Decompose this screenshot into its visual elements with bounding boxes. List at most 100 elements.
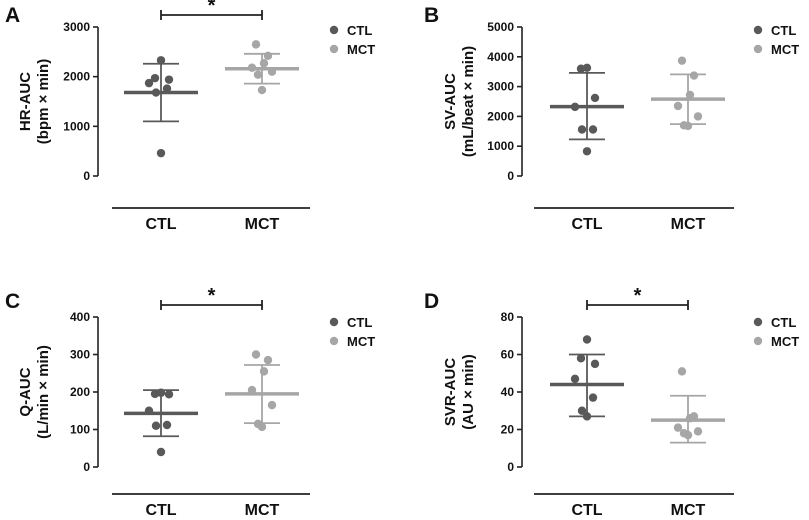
data-point xyxy=(156,56,166,65)
data-point xyxy=(162,84,172,93)
data-point xyxy=(576,354,586,363)
legend-label: MCT xyxy=(771,334,799,349)
y-axis-title: HR-AUC xyxy=(17,72,34,131)
data-point xyxy=(677,56,687,65)
data-point xyxy=(590,359,600,369)
x-category-label: CTL xyxy=(145,216,176,233)
data-point xyxy=(164,75,174,84)
y-axis-subtitle: (mL/beat × min) xyxy=(460,46,477,157)
y-tick-label: 2000 xyxy=(487,109,514,123)
y-axis-subtitle: (L/min × min) xyxy=(35,345,52,439)
data-point xyxy=(251,40,261,49)
data-point xyxy=(570,374,580,384)
legend-marker xyxy=(753,25,763,35)
y-tick-label: 2000 xyxy=(63,70,90,84)
x-category-label: CTL xyxy=(571,502,602,519)
significance-star: * xyxy=(208,0,216,17)
y-tick-label: 4000 xyxy=(487,50,514,64)
data-point xyxy=(577,406,587,415)
y-tick-label: 40 xyxy=(501,385,515,399)
y-tick-label: 5000 xyxy=(487,20,514,34)
y-tick-label: 3000 xyxy=(487,80,514,94)
legend-marker xyxy=(329,25,339,35)
legend-marker xyxy=(753,317,763,327)
data-point xyxy=(151,421,161,430)
legend-label: CTL xyxy=(347,315,372,330)
data-point xyxy=(150,73,160,83)
data-point xyxy=(251,350,261,359)
legend-label: CTL xyxy=(771,315,796,330)
y-tick-label: 0 xyxy=(83,460,90,474)
data-point xyxy=(673,101,683,111)
data-point xyxy=(582,335,592,344)
panel-letter: D xyxy=(424,290,439,313)
data-point xyxy=(162,420,172,430)
data-point xyxy=(693,112,703,121)
y-tick-label: 300 xyxy=(70,348,90,362)
panel-letter: B xyxy=(424,4,439,27)
data-point xyxy=(259,367,269,376)
x-category-label: CTL xyxy=(571,216,602,233)
data-point xyxy=(257,422,267,432)
data-point xyxy=(677,367,687,376)
data-point xyxy=(590,93,600,103)
data-point xyxy=(683,121,693,131)
data-point xyxy=(144,78,154,88)
data-point xyxy=(588,393,598,402)
data-point xyxy=(267,400,277,410)
x-category-label: MCT xyxy=(671,216,706,233)
legend-marker xyxy=(753,336,763,346)
legend-label: CTL xyxy=(347,23,372,38)
data-point xyxy=(683,430,693,440)
data-point xyxy=(259,59,269,68)
y-tick-label: 0 xyxy=(83,169,90,183)
legend-label: MCT xyxy=(347,334,375,349)
panel-a: A HR-AUC (bpm × min) 0 1000 2000 3000 CTL MCT * CT… xyxy=(5,0,375,233)
x-category-label: CTL xyxy=(145,502,176,519)
panel-letter: A xyxy=(5,4,20,27)
significance-star: * xyxy=(634,285,642,307)
data-point xyxy=(577,125,587,134)
y-tick-label: 0 xyxy=(507,169,514,183)
legend-label: MCT xyxy=(347,42,375,57)
data-point xyxy=(582,147,592,156)
panel-c: C Q-AUC (L/min × min) 0 100 200 300 400 CTL MCT * C… xyxy=(5,285,375,519)
y-axis-title: SVR-AUC xyxy=(442,358,459,427)
data-point xyxy=(689,71,699,80)
y-tick-label: 80 xyxy=(501,310,515,324)
data-point xyxy=(576,64,586,73)
y-tick-label: 1000 xyxy=(487,139,514,153)
x-category-label: MCT xyxy=(245,502,280,519)
data-point xyxy=(263,51,273,61)
panel-letter: C xyxy=(5,290,20,313)
y-tick-label: 3000 xyxy=(63,20,90,34)
y-tick-label: 0 xyxy=(507,460,514,474)
data-point xyxy=(673,423,683,432)
y-tick-label: 200 xyxy=(70,385,90,399)
data-point xyxy=(263,355,273,365)
y-tick-label: 1000 xyxy=(63,119,90,133)
legend-marker xyxy=(329,336,339,346)
y-axis-title: Q-AUC xyxy=(17,367,34,416)
data-point xyxy=(693,427,703,436)
data-point xyxy=(164,390,174,399)
legend-marker xyxy=(329,317,339,327)
panel-b: B SV-AUC (mL/beat × min) 0 1000 2000 3000 4000 5… xyxy=(424,4,799,233)
data-point xyxy=(150,389,160,399)
y-axis-subtitle: (bpm × min) xyxy=(35,59,52,144)
y-axis-subtitle: (AU × min) xyxy=(460,354,477,429)
data-point xyxy=(156,447,166,457)
significance-star: * xyxy=(208,285,216,307)
legend-marker xyxy=(753,44,763,54)
panel-d: D SVR-AUC (AU × min) 0 20 40 60 80 CTL MCT * CTL MCT xyxy=(424,285,799,519)
data-point xyxy=(588,125,598,134)
data-point xyxy=(257,85,267,95)
data-point xyxy=(253,70,263,79)
legend-label: MCT xyxy=(771,42,799,57)
x-category-label: MCT xyxy=(245,216,280,233)
y-tick-label: 400 xyxy=(70,310,90,324)
x-category-label: MCT xyxy=(671,502,706,519)
data-point xyxy=(685,90,695,100)
data-point xyxy=(582,412,592,421)
